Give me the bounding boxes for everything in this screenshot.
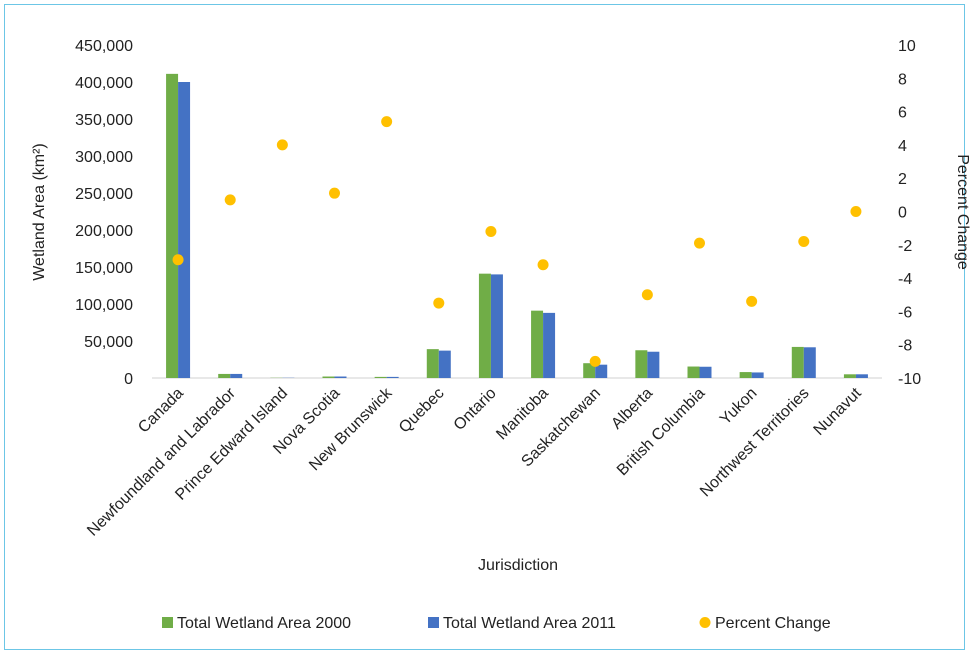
percent-change-point xyxy=(485,225,497,237)
x-tick-label: Yukon xyxy=(717,385,760,428)
right-axis-ticks: -10 -8 -6 -4 -2 0 2 4 6 8 10 xyxy=(898,38,921,388)
percent-change-point xyxy=(381,116,393,128)
legend-label: Total Wetland Area 2011 xyxy=(443,615,616,632)
x-tick-label: Nunavut xyxy=(811,384,866,439)
bar xyxy=(595,364,608,378)
y-tick-label: 50,000 xyxy=(84,334,133,351)
bar xyxy=(426,349,439,378)
bar xyxy=(322,376,335,378)
y-tick-label: 150,000 xyxy=(75,260,133,277)
y2-tick-label: -6 xyxy=(898,304,912,321)
x-tick-label: Quebec xyxy=(396,385,448,437)
y-axis-title: Wetland Area (km²) xyxy=(31,143,48,281)
bar xyxy=(386,376,399,378)
bar xyxy=(739,372,752,378)
percent-points xyxy=(172,116,862,367)
bar xyxy=(166,73,179,379)
bars xyxy=(166,73,868,379)
legend-label: Total Wetland Area 2000 xyxy=(177,615,351,632)
bar xyxy=(230,373,243,378)
y2-tick-label: -4 xyxy=(898,271,912,288)
percent-change-point xyxy=(537,259,549,271)
legend-swatch xyxy=(428,617,439,628)
legend-label: Percent Change xyxy=(715,615,831,632)
x-tick-label: Alberta xyxy=(608,385,656,433)
bar xyxy=(543,312,556,378)
x-tick-label: Canada xyxy=(135,385,187,437)
y2-tick-label: -2 xyxy=(898,238,912,255)
bar xyxy=(699,366,712,378)
bar xyxy=(687,366,700,378)
percent-change-point xyxy=(172,254,184,266)
y2-tick-label: -10 xyxy=(898,371,921,388)
percent-change-point xyxy=(641,289,653,301)
bar xyxy=(583,363,596,378)
x-tick-label: Ontario xyxy=(451,385,500,434)
y-tick-label: 400,000 xyxy=(75,75,133,92)
bar xyxy=(647,351,660,378)
y-tick-label: 0 xyxy=(124,371,133,388)
bar xyxy=(751,372,764,378)
bar xyxy=(803,347,816,378)
y-tick-label: 100,000 xyxy=(75,297,133,314)
y2-tick-label: 2 xyxy=(898,171,907,188)
y2-tick-label: 8 xyxy=(898,71,907,88)
bar xyxy=(855,374,868,378)
y-tick-label: 200,000 xyxy=(75,223,133,240)
bar xyxy=(438,350,451,378)
y2-axis-title: Percent Change xyxy=(954,154,971,270)
y2-tick-label: -8 xyxy=(898,338,912,355)
bar xyxy=(531,310,544,378)
percent-change-point xyxy=(746,295,758,307)
percent-change-point xyxy=(850,206,862,217)
percent-change-point xyxy=(224,194,236,206)
legend-marker xyxy=(699,617,711,628)
bar xyxy=(178,82,191,378)
y-tick-label: 450,000 xyxy=(75,38,133,55)
y2-tick-label: 4 xyxy=(898,138,907,155)
percent-change-point xyxy=(798,235,810,247)
bar xyxy=(791,346,804,378)
bar xyxy=(218,373,231,378)
bar xyxy=(478,273,491,378)
y-tick-label: 300,000 xyxy=(75,149,133,166)
y2-tick-label: 10 xyxy=(898,38,916,55)
y2-tick-label: 6 xyxy=(898,105,907,122)
legend: Total Wetland Area 2000 Total Wetland Are… xyxy=(162,615,831,632)
percent-change-point xyxy=(276,139,288,151)
bar xyxy=(490,274,503,378)
percent-change-point xyxy=(589,355,601,367)
x-axis-title: Jurisdiction xyxy=(478,557,558,574)
bar xyxy=(374,376,387,378)
percent-change-point xyxy=(433,297,445,309)
percent-change-point xyxy=(329,187,340,199)
legend-swatch xyxy=(162,617,173,628)
x-tick-label: British Columbia xyxy=(614,385,708,479)
left-axis-ticks: 0 50,000 100,000 150,000 200,000 250,000 300,0… xyxy=(75,38,133,388)
y-tick-label: 350,000 xyxy=(75,112,133,129)
percent-change-point xyxy=(694,237,705,249)
y-tick-label: 250,000 xyxy=(75,186,133,203)
y2-tick-label: 0 xyxy=(898,205,907,222)
bar xyxy=(334,376,347,378)
bar xyxy=(635,350,648,378)
bar xyxy=(843,374,856,378)
